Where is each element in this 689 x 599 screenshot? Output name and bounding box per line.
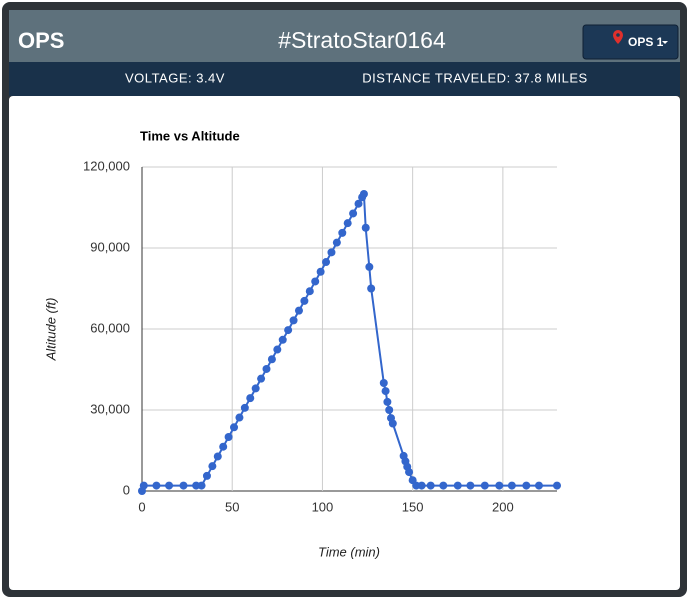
data-point	[230, 423, 239, 432]
data-point	[294, 306, 303, 315]
data-point	[495, 481, 504, 490]
x-axis-label: Time (min)	[318, 544, 380, 559]
data-point	[289, 316, 298, 325]
data-point	[235, 413, 244, 422]
data-point	[385, 406, 394, 414]
chart-panel	[9, 96, 680, 590]
data-point	[322, 258, 331, 267]
data-point	[388, 419, 397, 428]
data-point	[359, 190, 368, 198]
data-point	[251, 384, 260, 393]
data-point	[381, 387, 390, 396]
data-point	[278, 335, 287, 344]
data-point	[267, 355, 276, 364]
data-point	[383, 397, 392, 406]
data-point	[240, 403, 249, 412]
data-point	[365, 262, 374, 271]
data-point	[553, 481, 561, 490]
status-bar	[9, 62, 680, 96]
data-point	[439, 481, 448, 490]
y-tick-label: 90,000	[90, 239, 130, 254]
x-tick-label: 0	[138, 499, 145, 514]
ops-dropdown[interactable]: OPS 1	[582, 24, 679, 60]
data-point	[284, 326, 293, 335]
distance: DISTANCE TRAVELED: 37.8 MILES	[362, 70, 587, 85]
data-point	[165, 481, 174, 490]
chart-title: Time vs Altitude	[140, 128, 240, 143]
caret	[662, 41, 668, 44]
header-title: OPS	[18, 28, 64, 53]
data-point	[534, 481, 543, 490]
data-point	[480, 481, 489, 490]
dropdown-label[interactable]: OPS 1	[628, 35, 664, 49]
pin-hole	[616, 33, 620, 37]
data-point	[343, 219, 352, 228]
data-point	[213, 452, 222, 461]
data-point	[426, 481, 435, 490]
data-point	[300, 296, 309, 305]
x-tick-label: 150	[402, 499, 424, 514]
data-point	[262, 364, 271, 373]
device-name: #StratoStar0164	[278, 27, 446, 53]
data-point	[179, 481, 188, 490]
data-point	[466, 481, 475, 490]
x-tick-label: 50	[225, 499, 239, 514]
data-point	[349, 209, 358, 218]
data-point	[379, 379, 388, 387]
y-tick-label: 60,000	[90, 320, 130, 335]
data-point	[202, 471, 211, 480]
y-tick-label: 30,000	[90, 401, 130, 416]
voltage: VOLTAGE: 3.4V	[125, 70, 225, 85]
y-axis-label: Altitude (ft)	[43, 298, 58, 362]
dropdown-button[interactable]	[582, 24, 679, 60]
data-point	[338, 228, 347, 237]
data-point	[224, 433, 233, 441]
data-point	[152, 481, 161, 490]
pin-icon	[613, 30, 623, 44]
y-tick-label: 120,000	[83, 158, 130, 173]
data-point	[208, 462, 217, 471]
data-point	[139, 481, 148, 490]
data-point	[354, 199, 363, 208]
data-point	[316, 267, 325, 276]
data-point	[367, 284, 376, 293]
x-tick-label: 200	[492, 499, 514, 514]
data-point	[311, 277, 320, 286]
data-point	[522, 481, 531, 490]
data-point	[453, 481, 462, 490]
data-point	[305, 287, 314, 296]
x-tick-label: 100	[312, 499, 334, 514]
data-point	[327, 248, 336, 257]
data-point	[219, 442, 228, 451]
y-tick-label: 0	[123, 482, 130, 497]
header-bar	[9, 10, 680, 62]
data-point	[197, 481, 206, 490]
data-point	[332, 238, 341, 247]
data-point	[405, 468, 414, 477]
data-point	[507, 481, 516, 490]
data-point	[257, 374, 266, 383]
data-point	[361, 223, 370, 232]
data-point	[417, 481, 426, 490]
data-point	[273, 345, 282, 354]
data-point	[246, 394, 255, 403]
